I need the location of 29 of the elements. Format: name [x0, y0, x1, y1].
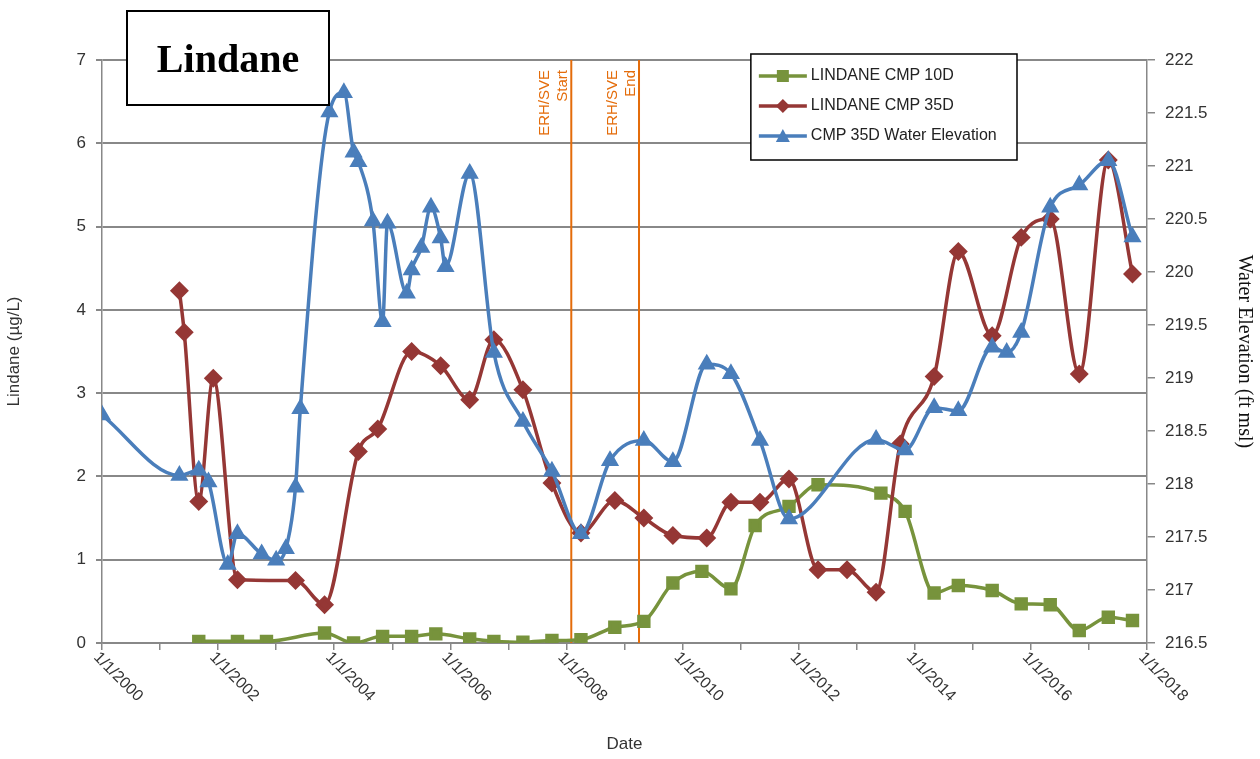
y2-tick-label: 220	[1165, 261, 1194, 281]
y-tick-label: 7	[76, 49, 86, 69]
y-tick-label: 1	[76, 549, 86, 569]
y-tick-label: 5	[76, 216, 86, 236]
y2-tick-label: 221	[1165, 155, 1194, 175]
y-tick-label: 2	[76, 466, 86, 486]
ref-line-label: ERH/SVE End	[603, 70, 639, 136]
y2-tick-label: 219.5	[1165, 314, 1208, 334]
y-tick-label: 4	[76, 299, 86, 319]
y-tick-label: 3	[76, 382, 86, 402]
y2-tick-label: 218	[1165, 473, 1194, 493]
y-tick-label: 0	[76, 632, 86, 652]
chart-title: Lindane	[126, 10, 330, 106]
y2-tick-label: 220.5	[1165, 208, 1208, 228]
legend-label: CMP 35D Water Elevation	[810, 126, 997, 144]
y2-tick-label: 219	[1165, 367, 1194, 387]
legend-label: LINDANE CMP 35D	[810, 96, 954, 114]
y-axis-title: Lindane (µg/L)	[3, 296, 23, 407]
y-tick-label: 6	[76, 132, 86, 152]
y2-tick-label: 216.5	[1165, 632, 1208, 652]
y2-tick-label: 217.5	[1165, 526, 1208, 546]
x-axis-title: Date	[606, 734, 643, 754]
ref-line-label: ERH/SVE Start	[535, 69, 571, 136]
y2-axis-title: Water Elevation (ft msl)	[1233, 254, 1257, 449]
y2-tick-label: 218.5	[1165, 420, 1208, 440]
y2-tick-label: 217	[1165, 579, 1194, 599]
y2-tick-label: 221.5	[1165, 102, 1208, 122]
y2-tick-label: 222	[1165, 49, 1194, 69]
legend-label: LINDANE CMP 10D	[810, 66, 954, 84]
